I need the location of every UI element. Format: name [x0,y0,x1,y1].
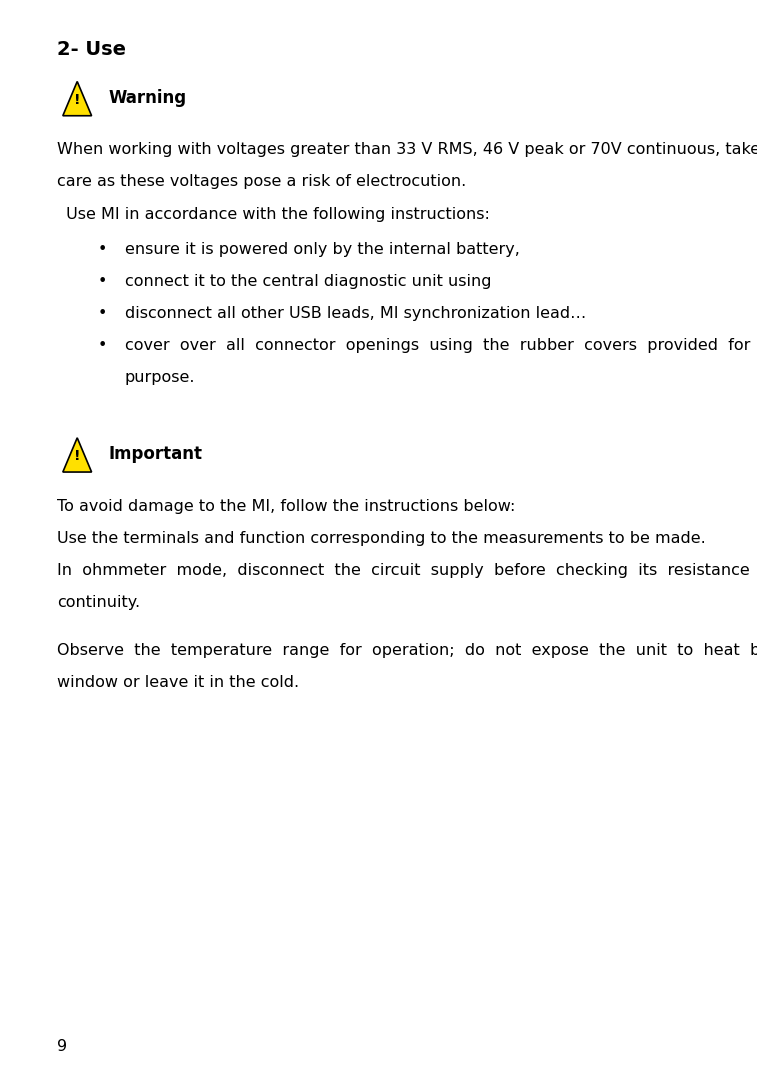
Text: disconnect all other USB leads, MI synchronization lead…: disconnect all other USB leads, MI synch… [125,306,586,321]
Text: •: • [98,338,107,353]
Text: Use the terminals and function corresponding to the measurements to be made.: Use the terminals and function correspon… [57,531,706,546]
Text: cover  over  all  connector  openings  using  the  rubber  covers  provided  for: cover over all connector openings using … [125,338,757,353]
Text: !: ! [74,93,80,107]
Text: When working with voltages greater than 33 V RMS, 46 V peak or 70V continuous, t: When working with voltages greater than … [57,142,757,157]
Text: 9: 9 [57,1039,67,1054]
Text: •: • [98,274,107,289]
Text: purpose.: purpose. [125,370,195,385]
Text: Use MI in accordance with the following instructions:: Use MI in accordance with the following … [61,207,490,221]
Polygon shape [63,81,92,116]
Text: Important: Important [108,445,202,463]
Text: connect it to the central diagnostic unit using: connect it to the central diagnostic uni… [125,274,502,289]
Text: Observe  the  temperature  range  for  operation;  do  not  expose  the  unit  t: Observe the temperature range for operat… [57,643,757,658]
Text: •: • [98,306,107,321]
Text: Warning: Warning [108,89,186,107]
Text: care as these voltages pose a risk of electrocution.: care as these voltages pose a risk of el… [57,174,466,189]
Text: window or leave it in the cold.: window or leave it in the cold. [57,675,299,690]
Text: •: • [98,242,107,257]
Text: !: ! [74,449,80,463]
Text: continuity.: continuity. [57,595,140,610]
Text: 2- Use: 2- Use [57,40,126,59]
Text: In  ohmmeter  mode,  disconnect  the  circuit  supply  before  checking  its  re: In ohmmeter mode, disconnect the circuit… [57,563,757,578]
Text: ensure it is powered only by the internal battery,: ensure it is powered only by the interna… [125,242,520,257]
Text: To avoid damage to the MI, follow the instructions below:: To avoid damage to the MI, follow the in… [57,499,516,514]
Polygon shape [63,438,92,472]
